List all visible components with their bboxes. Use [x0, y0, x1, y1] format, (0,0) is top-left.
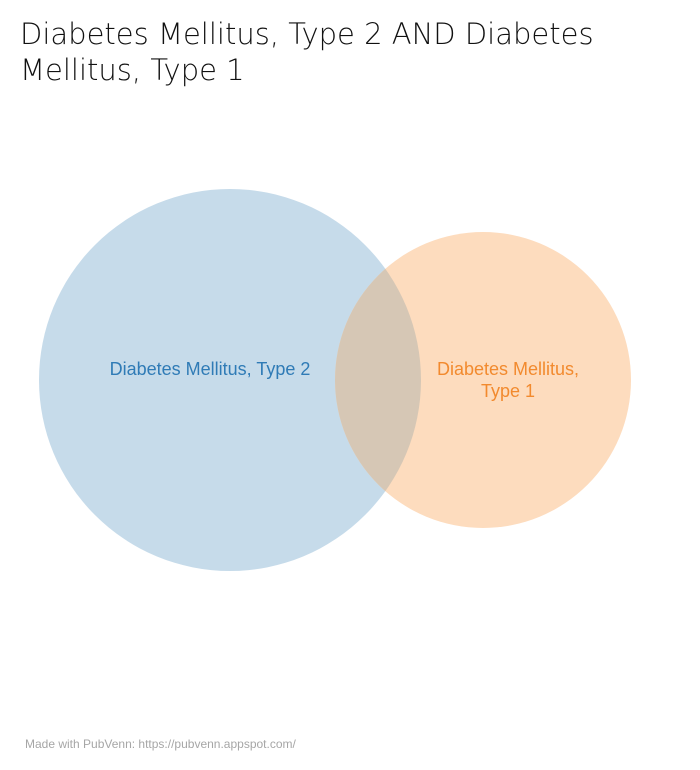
footer-credit: Made with PubVenn: https://pubvenn.appsp…: [25, 737, 296, 751]
set-label-type-2: Diabetes Mellitus, Type 2: [109, 359, 311, 379]
venn-circle-type-2: [39, 189, 421, 571]
set-label-type-1: Diabetes Mellitus, Type 1: [436, 359, 580, 401]
diagram-title: Diabetes Mellitus, Type 2 AND Diabetes M…: [20, 17, 594, 87]
venn-circle-type-1: [335, 232, 631, 528]
